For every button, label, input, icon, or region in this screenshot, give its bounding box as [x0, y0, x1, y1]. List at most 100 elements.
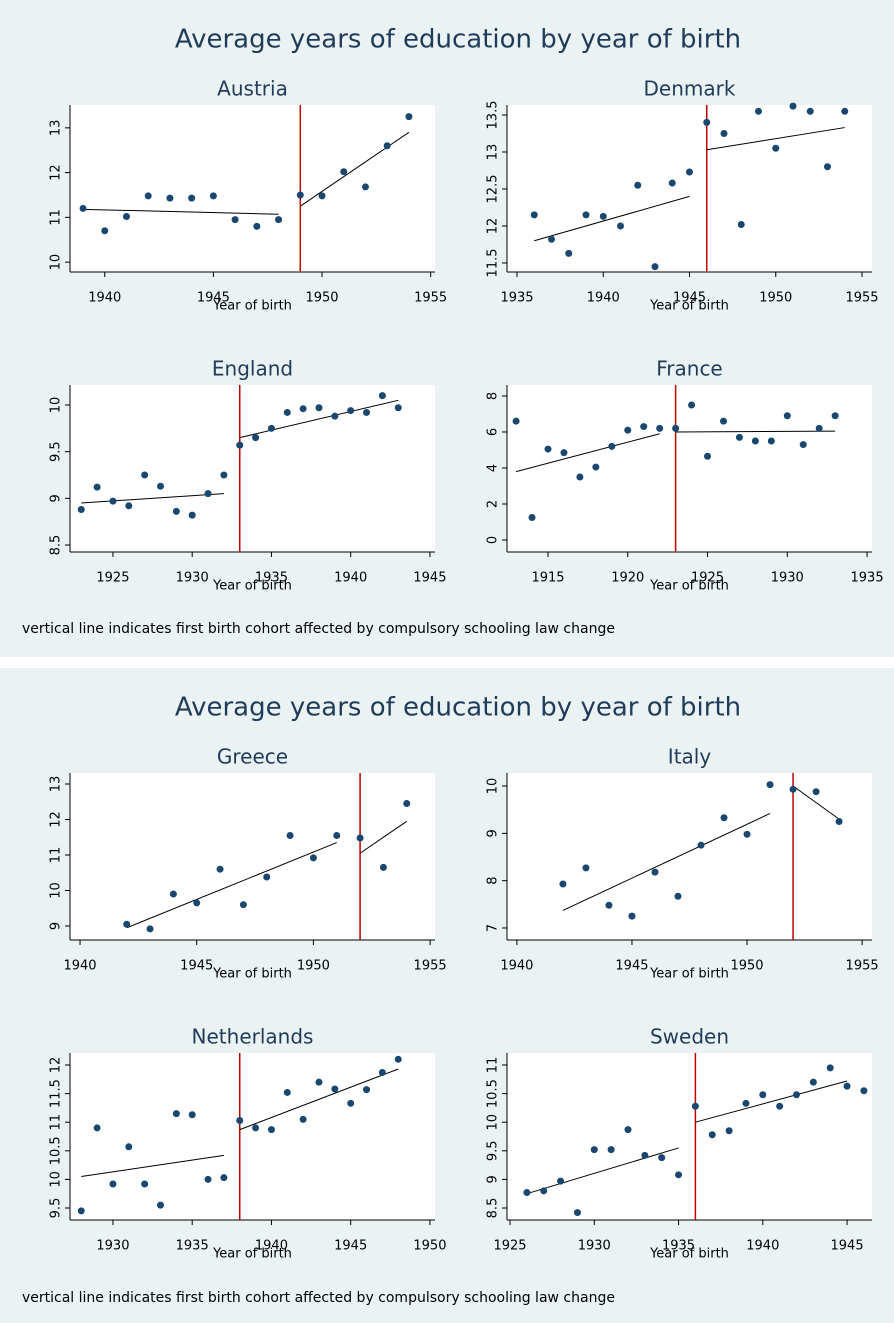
point [735, 433, 743, 441]
point [331, 412, 339, 420]
y-tick-label: 11 [486, 1057, 501, 1074]
point [125, 502, 133, 510]
point [144, 192, 152, 200]
point [672, 424, 680, 432]
x-axis-title: Year of birth [212, 1247, 292, 1262]
point [737, 220, 745, 228]
point [799, 441, 807, 449]
point [356, 834, 364, 842]
figure-title: Average years of education by year of bi… [175, 25, 741, 55]
point [363, 408, 371, 416]
x-tick-label: 1955 [414, 291, 447, 306]
x-tick-label: 1950 [305, 291, 338, 306]
point [252, 1124, 260, 1132]
fit-line [300, 131, 410, 207]
plot-area [507, 773, 872, 940]
y-tick-label: 13 [49, 776, 64, 793]
point [815, 424, 823, 432]
point [565, 249, 573, 257]
point [576, 473, 584, 481]
x-tick-label: 1945 [413, 571, 446, 586]
point [156, 482, 164, 490]
x-tick-label: 1915 [531, 571, 564, 586]
y-tick-label: 9 [49, 494, 64, 502]
y-tick-label: 8 [486, 392, 501, 400]
point [347, 1099, 355, 1107]
point [188, 194, 196, 202]
x-tick-label: 1950 [413, 1239, 446, 1254]
point [697, 841, 705, 849]
point [860, 1087, 868, 1095]
y-tick-label: 0 [486, 536, 501, 544]
point [835, 818, 843, 826]
point [544, 445, 552, 453]
point [658, 1154, 666, 1162]
plot-area [507, 105, 872, 272]
x-tick-label: 1945 [673, 291, 706, 306]
point [776, 1102, 784, 1110]
y-tick-label: 9 [486, 829, 501, 837]
point [767, 437, 775, 445]
point [599, 212, 607, 220]
point [109, 497, 117, 505]
x-tick-label: 1920 [611, 571, 644, 586]
plot-area [70, 1053, 435, 1220]
fit-line [239, 399, 399, 439]
x-tick-label: 1930 [96, 1239, 129, 1254]
point [166, 194, 174, 202]
point [651, 868, 659, 876]
point [640, 423, 648, 431]
y-tick-label: 10 [49, 882, 64, 899]
fit-line [695, 1080, 848, 1123]
point [651, 263, 659, 271]
point [582, 211, 590, 219]
point [624, 426, 632, 434]
point [141, 471, 149, 479]
x-tick-label: 1955 [846, 959, 879, 974]
x-tick-label: 1955 [414, 959, 447, 974]
point [793, 1091, 801, 1099]
y-tick-label: 12.5 [486, 175, 501, 204]
y-tick-label: 11 [49, 209, 64, 226]
point [172, 507, 180, 515]
x-axis-title: Year of birth [649, 967, 729, 982]
x-tick-label: 1950 [730, 959, 763, 974]
y-tick-label: 13.5 [486, 101, 501, 130]
point [315, 1078, 323, 1086]
point [530, 211, 538, 219]
point [826, 1064, 834, 1072]
point [283, 408, 291, 416]
plot-area [70, 385, 435, 552]
fit-line [526, 1147, 679, 1195]
point [548, 235, 556, 243]
fit-line [83, 208, 279, 215]
x-tick-label: 1935 [662, 1239, 695, 1254]
y-tick-label: 12 [49, 811, 64, 828]
y-tick-label: 10 [49, 397, 64, 414]
point [236, 441, 244, 449]
figure-note: vertical line indicates first birth coho… [22, 1290, 615, 1306]
x-tick-label: 1930 [176, 571, 209, 586]
y-tick-label: 12 [49, 164, 64, 181]
point [283, 1088, 291, 1096]
x-tick-label: 1940 [746, 1239, 779, 1254]
x-tick-label: 1940 [255, 1239, 288, 1254]
plot-area [507, 385, 872, 552]
x-axis-title: Year of birth [212, 299, 292, 314]
point [394, 404, 402, 412]
panel-title: France [656, 357, 723, 381]
point [720, 129, 728, 137]
x-tick-label: 1940 [334, 571, 367, 586]
x-axis-title: Year of birth [649, 299, 729, 314]
point [79, 204, 87, 212]
point [204, 490, 212, 498]
point [512, 417, 520, 425]
panel-title: Netherlands [192, 1025, 314, 1049]
point [123, 920, 131, 928]
fit-line [81, 493, 224, 504]
x-tick-label: 1925 [96, 571, 129, 586]
y-tick-label: 7 [486, 924, 501, 932]
y-tick-label: 12 [486, 218, 501, 235]
plot-area [70, 773, 435, 940]
